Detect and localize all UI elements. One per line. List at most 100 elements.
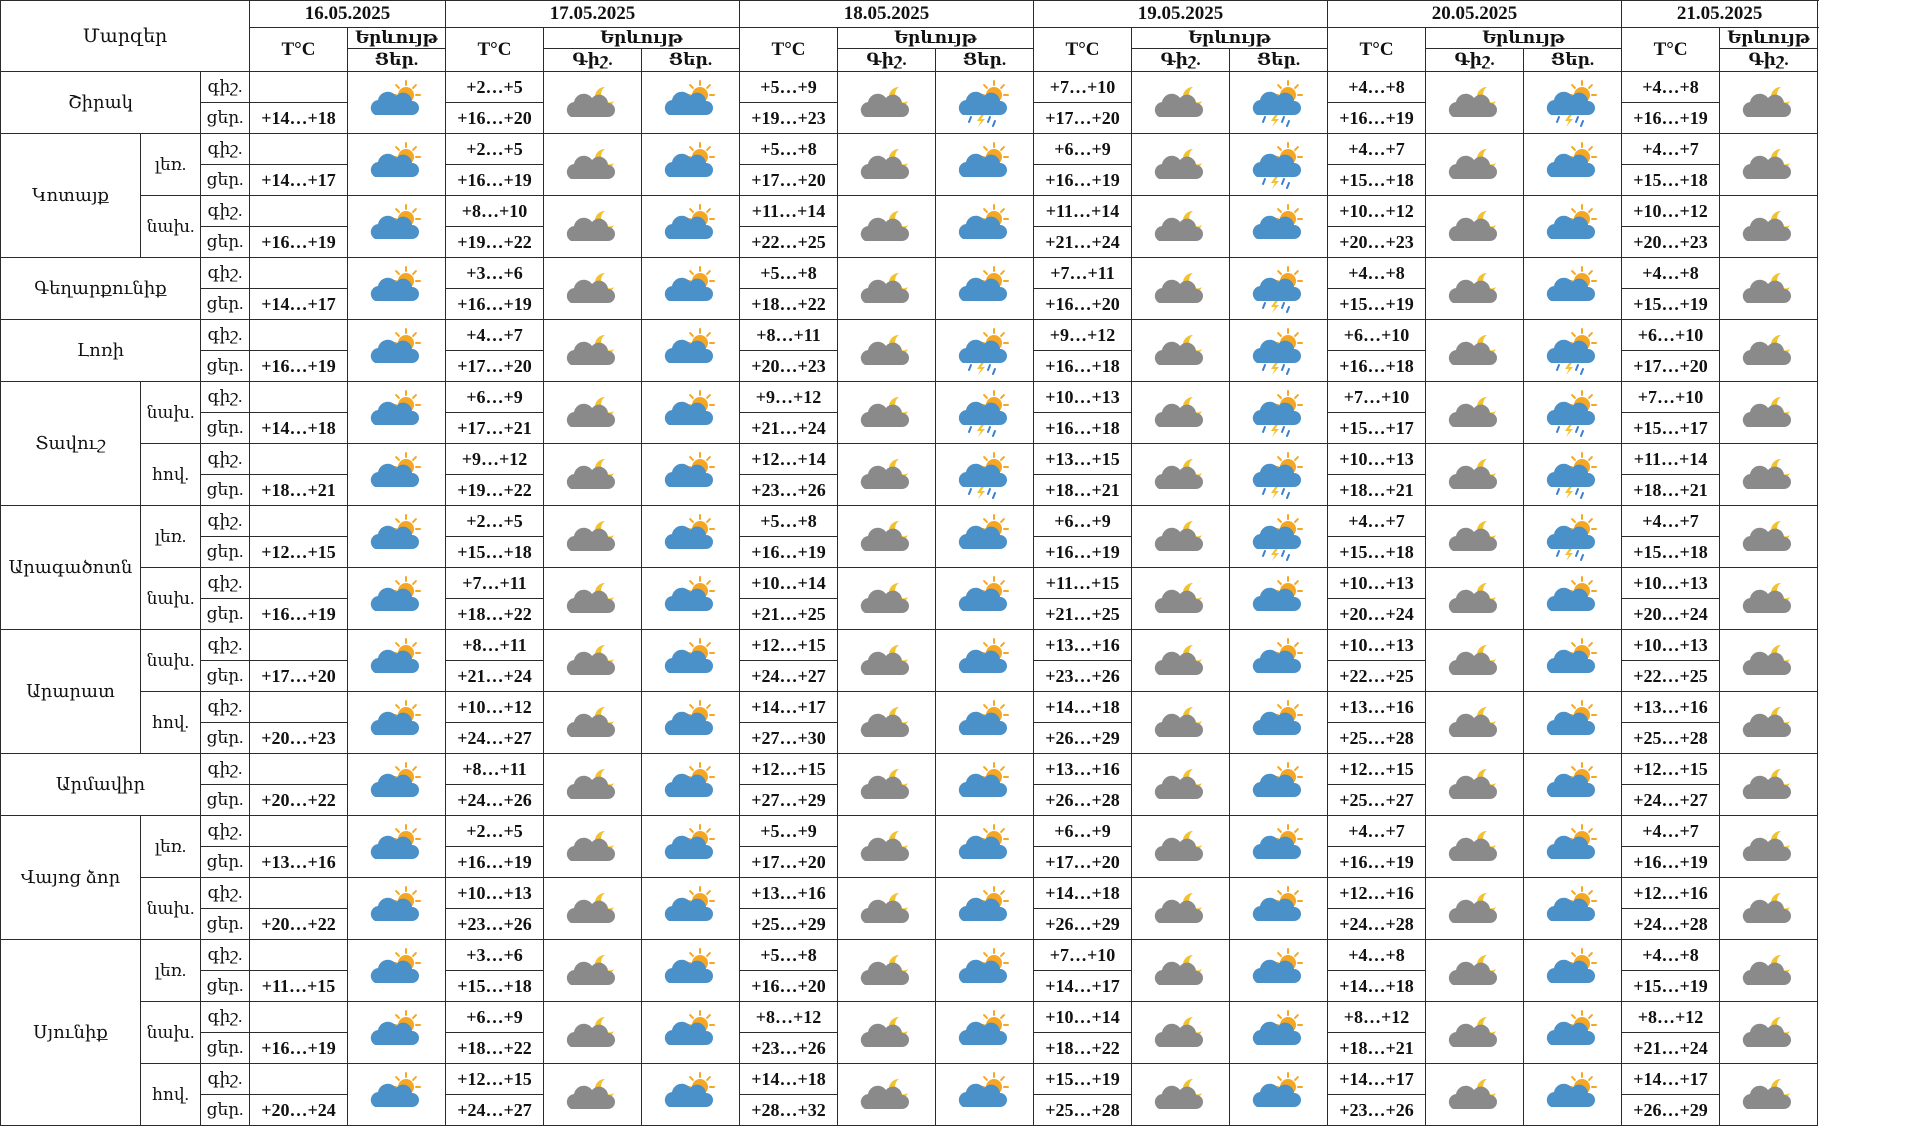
partly-cloudy-day-icon — [349, 575, 445, 623]
night-temperature-cell: +8…+12 — [739, 1001, 839, 1033]
partly-cloudy-night-icon — [1721, 451, 1817, 499]
forecast-icon-cell — [1719, 257, 1819, 320]
day-temperature-cell: +24…+27 — [445, 722, 544, 754]
thunderstorm-day-icon — [1231, 389, 1327, 437]
table-row: Շիրակ գիշ. +2…+5 +5…+9 +7…+10 +4…+8 +4…+8 — [0, 71, 1819, 134]
forecast-icon-cell — [543, 443, 642, 506]
table-row: ցեր. +14…+18 +17…+21 +21…+24 +16…+18 +15…+17 +… — [1, 412, 1818, 444]
forecast-icon-cell — [1229, 195, 1329, 258]
partly-cloudy-day-icon — [1231, 637, 1327, 685]
night-temperature-cell: +12…+16 — [1327, 877, 1427, 909]
day-header: Ցեր. — [1229, 48, 1329, 72]
night-temperature-cell: +2…+5 — [445, 815, 544, 847]
temperature-cell — [249, 877, 348, 909]
day-temperature-cell: +16…+19 — [1621, 102, 1721, 134]
forecast-icon-cell — [1523, 319, 1623, 382]
forecast-icon-cell — [347, 877, 446, 940]
day-temperature-cell: +20…+23 — [1621, 226, 1721, 258]
partly-cloudy-day-icon — [937, 1009, 1033, 1057]
day-temperature-cell: +15…+19 — [1621, 970, 1721, 1002]
table-body: Շիրակ գիշ. +2…+5 +5…+9 +7…+10 +4…+8 +4…+8 ցեր. +… — [0, 71, 1819, 1126]
day-temperature-cell: +16…+18 — [1033, 350, 1133, 382]
forecast-icon-cell — [347, 133, 446, 196]
day-temperature-cell: +25…+27 — [1327, 784, 1427, 816]
day-period-label: ցեր. — [200, 598, 250, 630]
forecast-icon-cell — [640, 71, 741, 134]
day-temperature-cell: +15…+18 — [445, 970, 544, 1002]
partly-cloudy-night-icon — [1427, 637, 1523, 685]
partly-cloudy-night-icon — [1721, 699, 1817, 747]
forecast-icon-cell — [1425, 877, 1525, 940]
night-temperature-cell: +6…+9 — [1033, 815, 1133, 847]
night-temperature-cell: +10…+13 — [445, 877, 544, 909]
forecast-icon-cell — [1229, 1063, 1329, 1126]
night-temperature-cell: +8…+11 — [445, 753, 544, 785]
partly-cloudy-night-icon — [1721, 327, 1817, 375]
forecast-icon-cell — [1523, 1001, 1623, 1064]
partly-cloudy-night-icon — [545, 575, 641, 623]
partly-cloudy-day-icon — [1231, 1071, 1327, 1119]
table-row: նախ. գիշ. +10…+13 +13…+16 +14…+18 +12…+16 +12…… — [1, 877, 1819, 940]
temperature-cell — [249, 195, 348, 227]
forecast-icon-cell — [640, 567, 741, 630]
forecast-icon-cell — [543, 505, 642, 568]
partly-cloudy-night-icon — [839, 1009, 935, 1057]
night-temperature-cell: +2…+5 — [445, 133, 544, 165]
forecast-icon-cell — [1719, 815, 1819, 878]
partly-cloudy-night-icon — [1427, 203, 1523, 251]
day-temperature-cell: +17…+20 — [1621, 350, 1721, 382]
night-period-label: գիշ. — [200, 753, 250, 785]
forecast-icon-cell — [1425, 443, 1525, 506]
night-temperature-cell: +13…+16 — [1327, 691, 1427, 723]
day-period-label: ցեր. — [200, 474, 250, 506]
forecast-icon-cell — [837, 691, 937, 754]
forecast-icon-cell — [837, 133, 937, 196]
day-temperature-cell: +24…+27 — [1621, 784, 1721, 816]
day-temperature-cell: +23…+26 — [445, 908, 544, 940]
temperature-cell — [249, 381, 348, 413]
forecast-icon-cell — [640, 753, 741, 816]
night-temperature-cell: +8…+12 — [1327, 1001, 1427, 1033]
partly-cloudy-day-icon — [937, 699, 1033, 747]
partly-cloudy-night-icon — [1721, 637, 1817, 685]
night-temperature-cell: +5…+8 — [739, 505, 839, 537]
night-temperature-cell: +12…+14 — [739, 443, 839, 475]
day-temperature-cell: +16…+20 — [739, 970, 839, 1002]
date-header: 17.05.2025 — [444, 0, 741, 28]
partly-cloudy-night-icon — [1721, 265, 1817, 313]
night-period-label: գիշ. — [200, 505, 250, 537]
partly-cloudy-day-icon — [1231, 947, 1327, 995]
forecast-icon-cell — [1425, 381, 1525, 444]
area-name: լեռ. — [140, 133, 201, 196]
area-name: նախ. — [140, 195, 201, 258]
thunderstorm-day-icon — [1525, 513, 1621, 561]
temperature-cell — [249, 691, 348, 723]
table-row: Վայոց ձոր լեռ. գիշ. +2…+5 +5…+9 +6…+9 +4…+7 +4…… — [0, 815, 1819, 940]
night-header: Գիշ. — [1131, 48, 1231, 72]
night-period-label: գիշ. — [200, 815, 250, 847]
day-period-label: ցեր. — [200, 1032, 250, 1064]
partly-cloudy-day-icon — [937, 761, 1033, 809]
partly-cloudy-night-icon — [839, 885, 935, 933]
day-temperature-cell: +18…+21 — [1327, 1032, 1427, 1064]
forecast-icon-cell — [935, 753, 1035, 816]
forecast-icon-cell — [1229, 381, 1329, 444]
night-period-label: գիշ. — [200, 939, 250, 971]
partly-cloudy-night-icon — [545, 947, 641, 995]
day-period-label: ցեր. — [200, 164, 250, 196]
night-temperature-cell: +9…+12 — [445, 443, 544, 475]
thunderstorm-day-icon — [1231, 513, 1327, 561]
forecast-icon-cell — [1719, 71, 1819, 134]
forecast-icon-cell — [347, 691, 446, 754]
partly-cloudy-night-icon — [1133, 1009, 1229, 1057]
forecast-icon-cell — [1131, 319, 1231, 382]
day-temperature-cell: +17…+20 — [1033, 102, 1133, 134]
table-row: ցեր. +14…+17 +16…+19 +17…+20 +16…+19 +15…+18 +… — [1, 164, 1818, 196]
forecast-icon-cell — [1523, 815, 1623, 878]
day-period-label: ցեր. — [200, 846, 250, 878]
partly-cloudy-night-icon — [839, 265, 935, 313]
day-period-label: ցեր. — [200, 102, 250, 134]
partly-cloudy-night-icon — [1721, 885, 1817, 933]
night-temperature-cell: +7…+10 — [1033, 71, 1133, 103]
